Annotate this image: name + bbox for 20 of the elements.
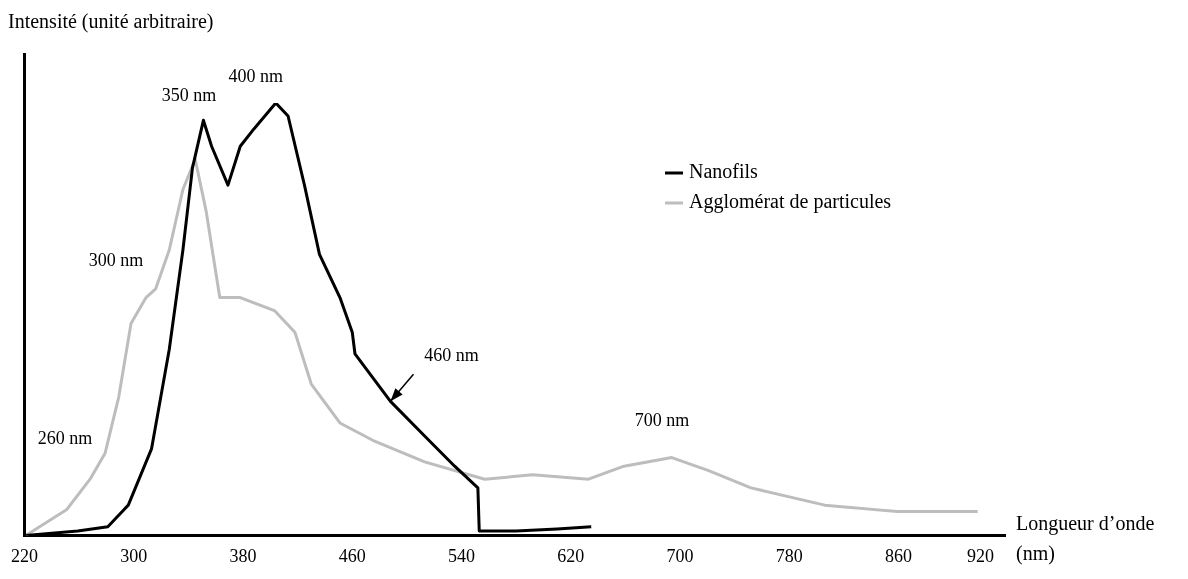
y-axis-title: Intensité (unité arbitraire) (8, 10, 214, 33)
x-tick-label: 380 (229, 545, 257, 566)
legend-label: Agglomérat de particules (689, 190, 892, 214)
x-tick-label: 620 (557, 545, 585, 566)
x-tick-label: 920 (966, 545, 994, 566)
x-tick-label: 300 (120, 545, 148, 566)
x-tick-label: 700 (666, 545, 694, 566)
annotation: 400 nm (228, 65, 284, 86)
x-tick-label: 460 (338, 545, 366, 566)
x-tick-label: 780 (775, 545, 803, 566)
x-tick-label: 540 (447, 545, 475, 566)
x-axis-title: Longueur d’onde (nm) (1016, 511, 1156, 567)
annotation: 260 nm (37, 427, 93, 448)
annotation: 350 nm (161, 85, 217, 106)
legend-label: Nanofils (689, 160, 759, 183)
x-tick-label: 860 (884, 545, 912, 566)
annotation: 700 nm (634, 410, 690, 431)
annotation: 460 nm (424, 345, 479, 366)
annotation: 300 nm (88, 250, 144, 271)
x-tick-label: 220 (11, 545, 38, 566)
